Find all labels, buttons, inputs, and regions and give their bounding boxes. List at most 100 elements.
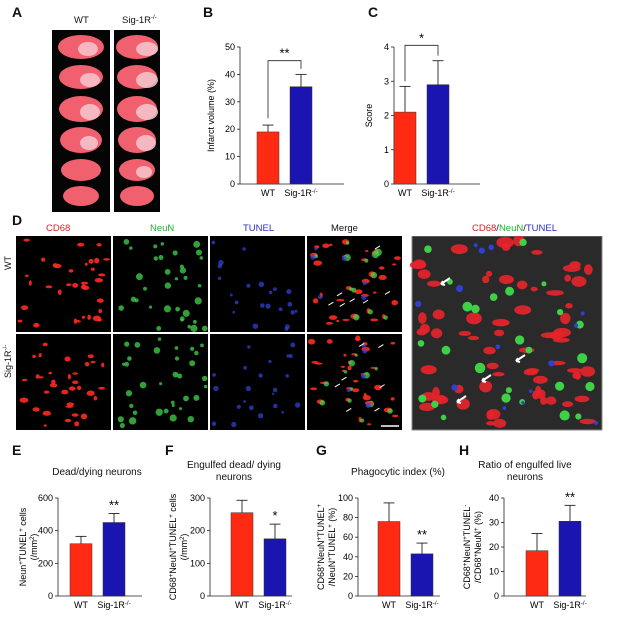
bar-wt <box>525 550 549 597</box>
significance-bracket <box>267 60 302 119</box>
brain-slices-image <box>52 30 160 212</box>
panel-d-header-neun: NeuN <box>150 223 175 234</box>
chart-h-title: Ratio of engulfed live neurons <box>478 460 572 483</box>
microscopy-panel <box>16 236 603 431</box>
overlay-cd68: CD68 <box>472 223 497 234</box>
y-tick-label: 0 <box>348 591 353 601</box>
chart-f: 0 100 200 300 CD68+NeuN+TUNEL+ cells(/mm2) WT… <box>168 493 292 610</box>
x-tick-label: Sig-1R-/- <box>284 188 317 198</box>
y-axis-label: CD68+NeuN+TUNEL+ cells <box>168 493 178 600</box>
bar-wt <box>256 131 280 185</box>
y-tick-label: 0 <box>200 591 205 601</box>
y-tick-label: 20 <box>343 571 353 581</box>
bar-sig1r-ko <box>289 86 313 185</box>
panel-a-col-wt: WT <box>74 15 89 26</box>
micrograph-tile-7 <box>210 334 305 430</box>
y-tick-label: 3 <box>384 76 389 86</box>
y-tick-label: 20 <box>489 542 499 552</box>
micrograph-tile-3 <box>210 236 305 332</box>
y-axis: 0 1 2 3 4 <box>384 42 395 189</box>
x-tick-label: Sig-1R-/- <box>405 600 438 610</box>
bar-wt <box>69 543 93 597</box>
overlay-3d-image <box>409 236 603 431</box>
significance-stars: ** <box>565 489 575 504</box>
y-tick-label: 4 <box>384 42 389 52</box>
x-tick-label: WT <box>530 600 544 610</box>
y-tick-label: 600 <box>38 493 53 503</box>
y-tick-label: 80 <box>343 513 353 523</box>
significance-stars: ** <box>279 46 289 61</box>
y-tick-label: 30 <box>489 518 499 528</box>
chart-c: 0 1 2 3 4 Score WT Sig-1R-/- * <box>364 30 480 198</box>
x-tick-label: WT <box>74 600 88 610</box>
panel-letter-b: B <box>203 4 214 20</box>
y-axis-label: Infarct volume (%) <box>206 79 216 152</box>
panel-letter-g: G <box>316 442 327 458</box>
y-axis-label: (/mm2) <box>179 534 189 561</box>
bar-wt <box>393 111 417 185</box>
chart-e-title: Dead/dying neurons <box>52 467 142 478</box>
x-tick-label: Sig-1R-/- <box>97 600 130 610</box>
panel-letter-c: C <box>368 4 379 20</box>
panel-d-overlay-legend: CD68/NeuN/TUNEL <box>472 223 558 234</box>
chart-b: 0 10 20 30 40 50 Infarct volume (%) WT Sig-1R-/-… <box>206 42 344 198</box>
bar-wt <box>377 521 401 597</box>
y-tick-label: 400 <box>38 526 53 536</box>
y-axis-label: /NeuN+TUNEL+ (%) <box>327 508 337 587</box>
bar-sig1r-ko <box>426 84 450 185</box>
panel-d-header-cd68: CD68 <box>46 223 71 234</box>
x-tick-label: Sig-1R-/- <box>421 188 454 198</box>
y-axis: 0 10 20 30 40 <box>489 493 505 601</box>
y-axis-label: Score <box>364 104 374 128</box>
chart-f-title: Engulfed dead/ dying neurons <box>187 460 281 483</box>
chart-h: 0 10 20 30 40 CD68+NeuN+TUNEL-/CD68+NeuN+ (%)… <box>462 489 587 610</box>
y-tick-label: 40 <box>489 493 499 503</box>
y-axis-label: (/mm2) <box>29 534 39 561</box>
y-tick-label: 20 <box>225 124 235 134</box>
bar-sig1r-ko <box>263 538 287 597</box>
y-axis-label: CD68+NeuN+TUNEL+ <box>316 503 326 590</box>
y-tick-label: 100 <box>190 558 205 568</box>
x-tick-label: WT <box>382 600 396 610</box>
panel-letter-d: D <box>12 212 23 228</box>
significance-stars: * <box>272 508 277 523</box>
y-tick-label: 300 <box>190 493 205 503</box>
y-tick-label: 200 <box>38 558 53 568</box>
panel-letter-e: E <box>12 442 22 458</box>
y-axis-label: /CD68+NeuN+ (%) <box>473 511 483 583</box>
panel-a-col-ko: Sig-1R-/- <box>122 15 157 27</box>
overlay-neun: NeuN <box>498 223 524 234</box>
panel-letter-h: H <box>459 442 470 458</box>
panel-letter-f: F <box>165 442 174 458</box>
micrograph-tile-4 <box>307 236 402 332</box>
panel-d-row-ko: Sig-1R-/- <box>3 344 13 378</box>
bar-sig1r-ko <box>102 522 126 597</box>
y-tick-label: 60 <box>343 532 353 542</box>
micrograph-tile-1 <box>16 236 111 332</box>
x-tick-label: WT <box>261 188 275 198</box>
y-tick-label: 10 <box>225 152 235 162</box>
y-tick-label: 0 <box>48 591 53 601</box>
y-axis: 0 100 200 300 <box>190 493 211 601</box>
y-axis: 0 20 40 60 80 100 <box>338 493 359 601</box>
y-tick-label: 200 <box>190 526 205 536</box>
micrograph-tile-5 <box>16 334 111 430</box>
panel-d-header-merge: Merge <box>331 223 358 234</box>
panel-letter-a: A <box>12 4 23 20</box>
overlay-tunel: TUNEL <box>525 223 558 234</box>
y-tick-label: 30 <box>225 97 235 107</box>
significance-bracket <box>404 44 439 82</box>
panel-d-row-wt: WT <box>3 256 13 270</box>
x-tick-label: Sig-1R-/- <box>258 600 291 610</box>
chart-e: 0 200 400 600 Neun+TUNEL+ cells(/mm2) WT Sig-1… <box>18 493 142 610</box>
y-tick-label: 50 <box>225 42 235 52</box>
x-tick-label: Sig-1R-/- <box>553 600 586 610</box>
bar-sig1r-ko <box>558 521 582 597</box>
y-tick-label: 0 <box>230 179 235 189</box>
y-tick-label: 1 <box>384 145 389 155</box>
bar-wt <box>230 512 254 597</box>
y-axis-label: Neun+TUNEL+ cells <box>18 507 28 586</box>
micrograph-tile-6 <box>113 334 208 430</box>
x-tick-label: WT <box>235 600 249 610</box>
micrograph-tile-2 <box>113 236 208 332</box>
